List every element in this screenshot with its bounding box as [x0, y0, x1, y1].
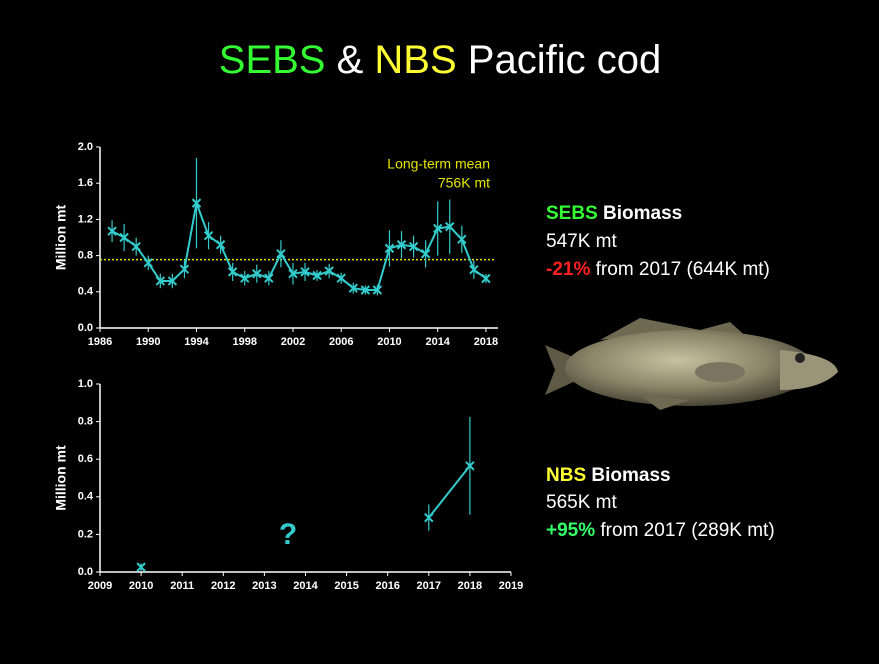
title-rest: Pacific cod: [468, 38, 661, 82]
y-tick-label: 1.6: [78, 177, 93, 189]
y-tick-label: 1.0: [78, 378, 93, 390]
x-tick-label: 2002: [281, 336, 305, 348]
sebs-change-text: from 2017 (644K mt): [596, 259, 770, 280]
x-tick-label: 2011: [170, 580, 194, 592]
marker: [167, 276, 178, 286]
y-axis-title: Million mt: [53, 445, 69, 511]
x-tick-label: 2014: [293, 580, 318, 592]
marker: [215, 240, 226, 250]
marker: [179, 264, 190, 274]
y-tick-label: 0.0: [78, 566, 93, 578]
nbs-heading: NBS Biomass: [546, 465, 671, 486]
marker: [465, 461, 475, 471]
x-tick-label: 2014: [425, 336, 450, 348]
marker: [227, 267, 238, 277]
marker: [300, 267, 310, 277]
marker: [420, 249, 431, 259]
marker: [288, 268, 298, 279]
x-tick-label: 2006: [329, 336, 353, 348]
y-tick-label: 0.4: [78, 286, 94, 298]
marker: [155, 276, 166, 286]
marker: [372, 285, 383, 295]
marker: [119, 232, 129, 243]
x-tick-label: 2018: [474, 336, 498, 348]
marker: [481, 273, 491, 284]
marker: [240, 273, 250, 283]
marker: [469, 265, 479, 275]
marker: [264, 273, 274, 283]
fish-image: [545, 318, 838, 410]
marker: [348, 283, 358, 293]
marker: [336, 273, 346, 283]
data-line: [111, 199, 487, 291]
x-tick-label: 2010: [377, 336, 401, 348]
sebs-value: 547K mt: [546, 231, 617, 252]
sebs-name: SEBS: [546, 203, 598, 224]
x-tick-label: 2015: [334, 580, 358, 592]
annotation: Long-term mean: [387, 156, 490, 172]
x-tick-label: 1994: [184, 336, 209, 348]
x-tick-label: 2010: [129, 580, 153, 592]
marker: [432, 223, 443, 234]
nbs-name: NBS: [546, 465, 586, 486]
marker: [384, 243, 395, 254]
y-axis-title: Million mt: [53, 205, 69, 271]
marker: [131, 241, 141, 252]
marker: [191, 198, 202, 208]
marker: [136, 562, 146, 572]
nbs-label: Biomass: [591, 465, 670, 486]
nbs-value: 565K mt: [546, 492, 617, 513]
marker: [203, 230, 214, 241]
marker: [143, 258, 153, 268]
sebs-change-line: -21% from 2017 (644K mt): [546, 259, 770, 280]
x-tick-label: 2013: [252, 580, 276, 592]
marker: [107, 226, 117, 236]
y-tick-label: 0.6: [78, 453, 93, 465]
marker: [396, 240, 407, 250]
y-tick-label: 1.2: [78, 213, 93, 225]
x-tick-label: 2016: [375, 580, 399, 592]
y-tick-label: 0.8: [78, 416, 93, 428]
marker: [324, 266, 334, 276]
y-tick-label: 0.2: [78, 528, 93, 540]
slide-title: SEBS & NBS Pacific cod: [219, 38, 661, 82]
x-tick-label: 1990: [136, 336, 160, 348]
marker: [445, 221, 455, 232]
x-tick-label: 2018: [458, 580, 482, 592]
marker: [408, 241, 419, 252]
y-tick-label: 0.4: [78, 491, 94, 503]
y-tick-label: 0.8: [78, 250, 93, 262]
x-tick-label: 2017: [417, 580, 441, 592]
marker: [312, 270, 322, 281]
x-tick-label: 1986: [88, 336, 112, 348]
marker: [252, 268, 262, 279]
title-amp: &: [337, 38, 364, 82]
nbs-change-text: from 2017 (289K mt): [600, 520, 774, 541]
nbs-change-line: +95% from 2017 (289K mt): [546, 520, 775, 541]
y-tick-label: 2.0: [78, 141, 93, 153]
annotation: 756K mt: [438, 175, 490, 191]
x-tick-label: 2012: [211, 580, 235, 592]
nbs-change: +95%: [546, 520, 595, 541]
marker: [276, 249, 286, 259]
title-nbs: NBS: [374, 38, 456, 82]
sebs-label: Biomass: [603, 203, 682, 224]
title-sebs: SEBS: [219, 38, 326, 82]
y-tick-label: 0.0: [78, 322, 93, 334]
x-tick-label: 2009: [88, 580, 112, 592]
annotation: ?: [279, 518, 297, 551]
marker: [424, 512, 434, 523]
sebs-change: -21%: [546, 259, 590, 280]
data-line: [428, 465, 471, 519]
sebs-heading: SEBS Biomass: [546, 203, 682, 224]
marker: [360, 285, 371, 295]
x-tick-label: 2019: [499, 580, 523, 592]
x-tick-label: 1998: [232, 336, 256, 348]
marker: [457, 234, 467, 245]
